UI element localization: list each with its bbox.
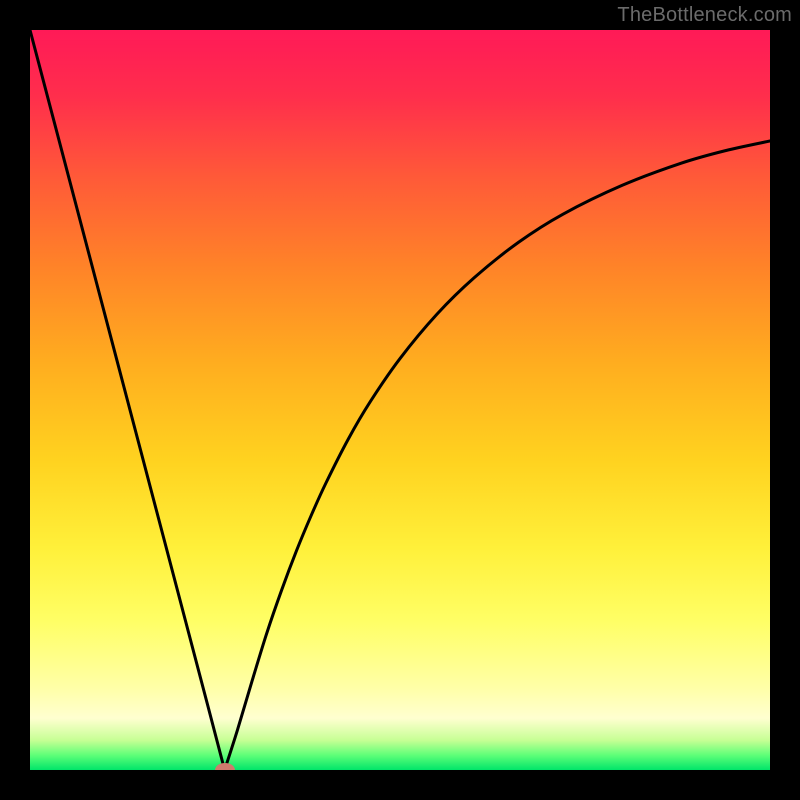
curve-path <box>30 30 770 770</box>
watermark-text: TheBottleneck.com <box>617 4 792 27</box>
minimum-marker <box>215 763 235 770</box>
plot-area <box>30 30 770 770</box>
bottleneck-curve <box>30 30 770 770</box>
